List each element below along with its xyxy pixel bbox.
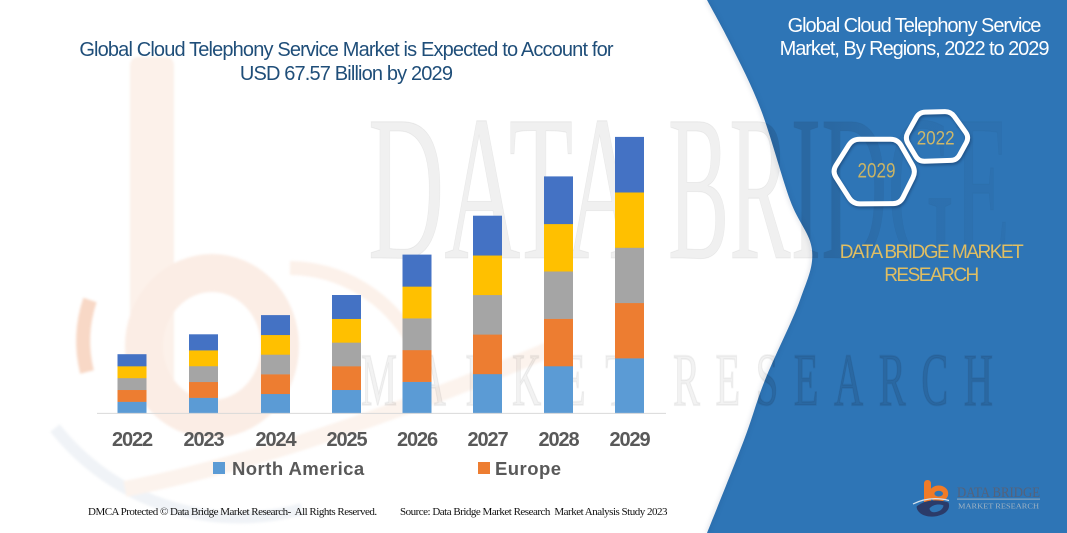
svg-text:2022: 2022 [917,129,955,150]
svg-text:MARKET RESEARCH: MARKET RESEARCH [958,502,1040,511]
svg-text:2029: 2029 [858,160,896,183]
svg-text:DATA BRIDGE: DATA BRIDGE [957,485,1040,501]
